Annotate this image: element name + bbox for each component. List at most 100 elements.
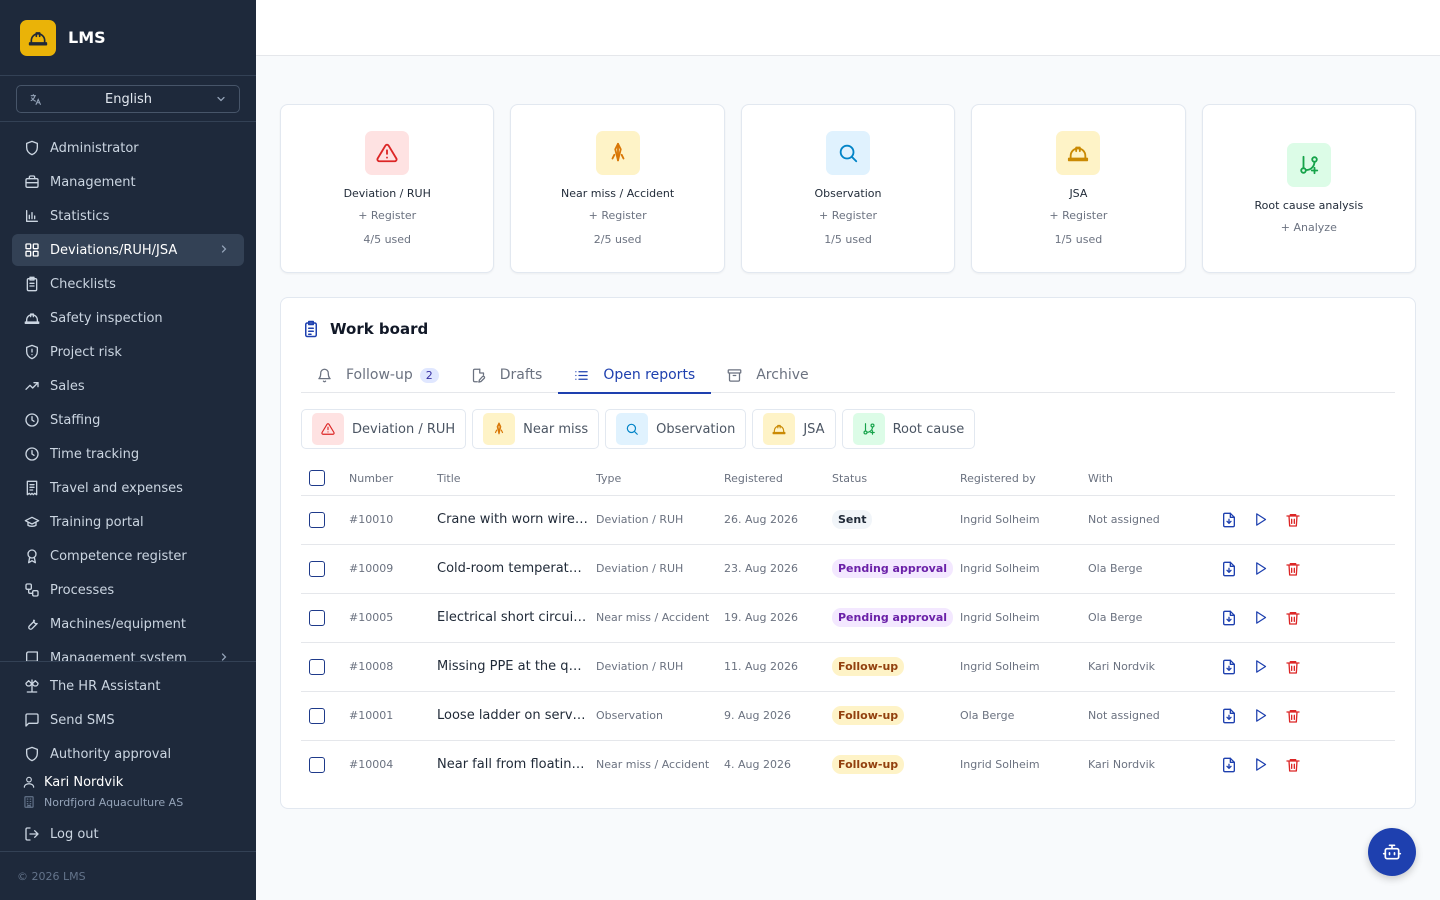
file-download-icon[interactable]: [1221, 561, 1237, 577]
sidebar-item-sales[interactable]: Sales: [12, 370, 244, 402]
tab-open-reports[interactable]: Open reports: [558, 357, 712, 394]
card-action-button[interactable]: + Register: [589, 209, 647, 222]
sidebar-item-send-sms[interactable]: Send SMS: [12, 704, 244, 736]
column-status[interactable]: Status: [832, 462, 960, 496]
file-download-icon[interactable]: [1221, 659, 1237, 675]
sidebar-item-statistics[interactable]: Statistics: [12, 200, 244, 232]
row-checkbox[interactable]: [309, 756, 325, 773]
play-icon[interactable]: [1253, 561, 1269, 577]
play-icon[interactable]: [1253, 757, 1269, 773]
card-near-miss-accident[interactable]: Near miss / Accident + Register 2/5 used: [510, 104, 725, 273]
sidebar-item-training-portal[interactable]: Training portal: [12, 506, 244, 538]
card-action-label: Register: [831, 209, 878, 222]
file-download-icon[interactable]: [1221, 708, 1237, 724]
cell-title[interactable]: Near fall from floating collar: [437, 757, 589, 773]
table-row[interactable]: #10008 Missing PPE at the quay Deviation /…: [301, 642, 1395, 692]
cell-registered-by: Ingrid Solheim: [960, 593, 1088, 643]
file-download-icon[interactable]: [1221, 610, 1237, 626]
row-checkbox[interactable]: [309, 511, 325, 528]
card-action-label: Register: [1062, 209, 1108, 222]
filter-near-miss[interactable]: Near miss: [472, 409, 600, 449]
trash-icon[interactable]: [1285, 610, 1301, 626]
user-row[interactable]: Kari Nordvik: [23, 772, 232, 792]
sidebar-item-authority-approval[interactable]: Authority approval: [12, 738, 244, 770]
row-checkbox[interactable]: [309, 560, 325, 577]
cell-type: Deviation / RUH: [596, 642, 724, 692]
play-icon[interactable]: [1253, 708, 1269, 724]
filter-observation[interactable]: Observation: [605, 409, 747, 449]
play-icon[interactable]: [1253, 512, 1269, 528]
tab-drafts[interactable]: Drafts: [455, 357, 559, 393]
cell-title[interactable]: Cold-room temperature alarm: [437, 561, 589, 576]
sidebar-item-travel-and-expenses[interactable]: Travel and expenses: [12, 472, 244, 504]
trash-icon[interactable]: [1285, 512, 1301, 528]
trash-icon[interactable]: [1285, 561, 1301, 577]
card-action-button[interactable]: + Register: [1049, 209, 1107, 222]
tab-archive[interactable]: Archive: [711, 357, 824, 393]
sidebar-item-machines-equipment[interactable]: Machines/equipment: [12, 608, 244, 640]
sidebar-item-project-risk[interactable]: Project risk: [12, 336, 244, 368]
card-jsa[interactable]: JSA + Register 1/5 used: [971, 104, 1186, 273]
card-action-button[interactable]: + Register: [819, 209, 877, 222]
sidebar-item-checklists[interactable]: Checklists: [12, 268, 244, 300]
hardhat-logo-icon[interactable]: [20, 19, 56, 56]
cell-title[interactable]: Crane with worn wire rope: [437, 512, 589, 527]
cell-title[interactable]: Electrical short circuit in panel: [437, 610, 589, 625]
play-icon[interactable]: [1253, 659, 1269, 675]
sidebar-item-the-hr-assistant[interactable]: The HR Assistant: [12, 670, 244, 702]
wrench-icon: [24, 616, 40, 632]
column-type[interactable]: Type: [596, 462, 724, 496]
column-with[interactable]: With: [1088, 462, 1221, 496]
language-section: English: [0, 76, 256, 122]
card-action-button[interactable]: + Register: [358, 209, 416, 222]
filter-deviation-ruh[interactable]: Deviation / RUH: [301, 409, 467, 449]
cell-title[interactable]: Loose ladder on service boat: [437, 708, 589, 723]
sidebar-item-management[interactable]: Management: [12, 166, 244, 198]
row-checkbox[interactable]: [309, 707, 325, 724]
file-download-icon[interactable]: [1221, 757, 1237, 773]
sidebar-item-safety-inspection[interactable]: Safety inspection: [12, 302, 244, 334]
cell-number: #10004: [349, 758, 394, 772]
sidebar-item-competence-register[interactable]: Competence register: [12, 540, 244, 572]
sidebar-item-administrator[interactable]: Administrator: [12, 132, 244, 164]
trash-icon[interactable]: [1285, 757, 1301, 773]
logout-button[interactable]: Log out: [12, 818, 244, 850]
language-select[interactable]: English: [16, 85, 240, 113]
column-registered[interactable]: Registered: [724, 462, 832, 496]
card-deviation-ruh[interactable]: Deviation / RUH + Register 4/5 used: [280, 104, 495, 273]
column-title[interactable]: Title: [437, 462, 596, 496]
card-action-button[interactable]: + Analyze: [1281, 221, 1337, 234]
cell-type: Near miss / Accident: [596, 758, 710, 772]
select-all-checkbox[interactable]: [309, 470, 325, 487]
cell-registered: 23. Aug 2026: [724, 544, 832, 594]
sidebar-item-time-tracking[interactable]: Time tracking: [12, 438, 244, 470]
sidebar-item-management-system[interactable]: Management system: [12, 642, 244, 661]
filter-label: Root cause: [892, 421, 965, 437]
cell-registered-by: Ingrid Solheim: [960, 642, 1088, 692]
filter-jsa[interactable]: JSA: [752, 409, 836, 449]
sidebar-item-label: Safety inspection: [50, 310, 163, 326]
row-checkbox[interactable]: [309, 658, 325, 675]
sidebar-item-deviations-ruh-jsa[interactable]: Deviations/RUH/JSA: [12, 234, 244, 266]
sidebar-item-processes[interactable]: Processes: [12, 574, 244, 606]
filter-root-cause[interactable]: Root cause: [841, 409, 976, 449]
column-number[interactable]: Number: [349, 462, 437, 496]
sidebar-item-staffing[interactable]: Staffing: [12, 404, 244, 436]
cell-registered: 4. Aug 2026: [724, 758, 791, 772]
cell-title[interactable]: Missing PPE at the quay: [437, 659, 589, 674]
assistant-fab-button[interactable]: [1368, 828, 1416, 876]
table-row[interactable]: #10004 Near fall from floating collar Near…: [301, 740, 1395, 789]
trash-icon[interactable]: [1285, 659, 1301, 675]
trash-icon[interactable]: [1285, 708, 1301, 724]
file-download-icon[interactable]: [1221, 512, 1237, 528]
tab-follow-up[interactable]: Follow-up 2: [301, 357, 455, 393]
row-checkbox[interactable]: [309, 609, 325, 626]
card-observation[interactable]: Observation + Register 1/5 used: [740, 104, 956, 273]
play-icon[interactable]: [1253, 610, 1269, 626]
column-registered-by[interactable]: Registered by: [960, 462, 1088, 496]
card-root-cause-analysis[interactable]: Root cause analysis + Analyze: [1201, 104, 1417, 273]
